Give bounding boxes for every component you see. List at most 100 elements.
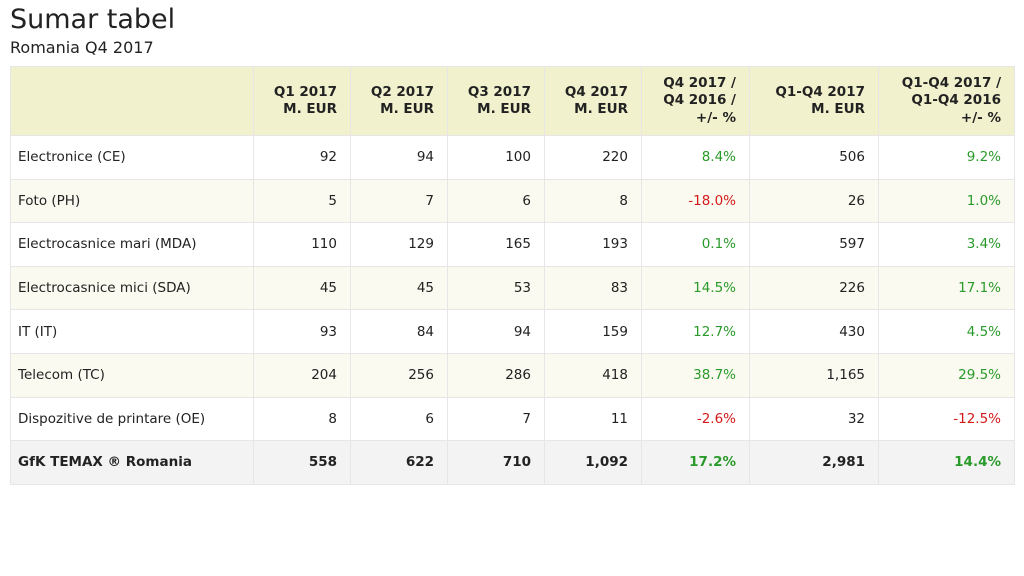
table-row: Foto (PH) 5 7 6 8 -18.0% 26 1.0% — [10, 178, 1015, 224]
table-row: IT (IT) 93 84 94 159 12.7% 430 4.5% — [10, 309, 1015, 354]
value-cell: 1,165 — [749, 352, 879, 398]
change-percent-cell: 8.4% — [641, 135, 750, 180]
row-label: Electrocasnice mari (MDA) — [10, 222, 254, 267]
column-header: Q1 2017 M. EUR — [253, 66, 351, 136]
value-cell: 94 — [350, 135, 448, 180]
column-header-line: M. EUR — [811, 101, 865, 117]
column-header-line: Q4 2017 / — [663, 74, 736, 91]
value-cell: 83 — [544, 265, 642, 311]
column-header: Q4 2017 /Q4 2016 /+/- % — [641, 66, 750, 136]
value-cell: 418 — [544, 352, 642, 398]
value-cell: 7 — [350, 178, 448, 224]
value-cell: 710 — [447, 440, 545, 485]
column-header-line: Q1-Q4 2017 / — [901, 74, 1001, 91]
column-header-line: M. EUR — [477, 101, 531, 117]
header-row: Q1 2017 M. EUR Q2 2017 M. EUR Q3 2017 M. EUR Q… — [10, 66, 1015, 136]
change-percent-cell: 14.4% — [878, 440, 1015, 485]
value-cell: 100 — [447, 135, 545, 180]
value-cell: 597 — [749, 222, 879, 267]
change-percent-cell: 29.5% — [878, 352, 1015, 398]
summary-table: Q1 2017 M. EUR Q2 2017 M. EUR Q3 2017 M. EUR Q… — [10, 66, 1015, 485]
value-cell: 45 — [253, 265, 351, 311]
table-row: Telecom (TC) 204 256 286 418 38.7% 1,165 29.5% — [10, 352, 1015, 398]
column-header-line: Q1-Q4 2016 — [911, 92, 1001, 109]
row-label: Electrocasnice mici (SDA) — [10, 265, 254, 311]
value-cell: 622 — [350, 440, 448, 485]
column-header-line: Q4 2016 / — [663, 92, 736, 109]
change-percent-cell: 1.0% — [878, 178, 1015, 224]
value-cell: 92 — [253, 135, 351, 180]
value-cell: 159 — [544, 309, 642, 354]
table-body: Electronice (CE) 92 94 100 220 8.4% 506 9.2% Fot… — [10, 135, 1015, 485]
change-percent-cell: 14.5% — [641, 265, 750, 311]
row-label: Foto (PH) — [10, 178, 254, 224]
value-cell: 430 — [749, 309, 879, 354]
value-cell: 53 — [447, 265, 545, 311]
value-cell: 129 — [350, 222, 448, 267]
value-cell: 6 — [350, 396, 448, 442]
table-row: Electronice (CE) 92 94 100 220 8.4% 506 9.2% — [10, 135, 1015, 180]
page-title: Sumar tabel — [10, 4, 176, 35]
value-cell: 193 — [544, 222, 642, 267]
column-header: Q1-Q4 2017 M. EUR — [749, 66, 879, 136]
column-header-line: M. EUR — [380, 101, 434, 117]
row-label: Telecom (TC) — [10, 352, 254, 398]
column-header: Q2 2017 M. EUR — [350, 66, 448, 136]
value-cell: 5 — [253, 178, 351, 224]
value-cell: 26 — [749, 178, 879, 224]
change-percent-cell: 38.7% — [641, 352, 750, 398]
value-cell: 8 — [544, 178, 642, 224]
change-percent-cell: -12.5% — [878, 396, 1015, 442]
value-cell: 110 — [253, 222, 351, 267]
total-row: GfK TEMAX ® Romania 558 622 710 1,092 17.2% 2,… — [10, 440, 1015, 485]
value-cell: 2,981 — [749, 440, 879, 485]
column-header-line: Q3 2017 — [467, 83, 531, 100]
change-percent-cell: -18.0% — [641, 178, 750, 224]
change-percent-cell: 12.7% — [641, 309, 750, 354]
value-cell: 165 — [447, 222, 545, 267]
value-cell: 558 — [253, 440, 351, 485]
column-header-line: Q1 2017 — [273, 83, 337, 100]
value-cell: 7 — [447, 396, 545, 442]
value-cell: 32 — [749, 396, 879, 442]
value-cell: 256 — [350, 352, 448, 398]
change-percent-cell: 9.2% — [878, 135, 1015, 180]
value-cell: 93 — [253, 309, 351, 354]
column-header: Q4 2017 M. EUR — [544, 66, 642, 136]
value-cell: 84 — [350, 309, 448, 354]
value-cell: 8 — [253, 396, 351, 442]
table-row: Electrocasnice mari (MDA) 110 129 165 193 0.1… — [10, 222, 1015, 267]
value-cell: 1,092 — [544, 440, 642, 485]
value-cell: 94 — [447, 309, 545, 354]
change-percent-cell: 3.4% — [878, 222, 1015, 267]
change-percent-cell: -2.6% — [641, 396, 750, 442]
column-header: Q1-Q4 2017 /Q1-Q4 2016 +/- % — [878, 66, 1015, 136]
row-label: Dispozitive de printare (OE) — [10, 396, 254, 442]
value-cell: 6 — [447, 178, 545, 224]
value-cell: 226 — [749, 265, 879, 311]
column-header-line: Q4 2017 — [564, 83, 628, 100]
value-cell: 11 — [544, 396, 642, 442]
column-header-line: M. EUR — [574, 101, 628, 117]
change-percent-cell: 4.5% — [878, 309, 1015, 354]
value-cell: 506 — [749, 135, 879, 180]
column-header: Q3 2017 M. EUR — [447, 66, 545, 136]
row-label: Electronice (CE) — [10, 135, 254, 180]
value-cell: 286 — [447, 352, 545, 398]
column-header-line: Q2 2017 — [370, 83, 434, 100]
row-label: GfK TEMAX ® Romania — [10, 440, 254, 485]
value-cell: 220 — [544, 135, 642, 180]
table-row: Electrocasnice mici (SDA) 45 45 53 83 14.5% 22… — [10, 265, 1015, 311]
column-header-line: Q1-Q4 2017 — [775, 83, 865, 100]
table-row: Dispozitive de printare (OE) 8 6 7 11 -2.6% 32… — [10, 396, 1015, 442]
column-header-line: +/- % — [695, 109, 736, 126]
column-header-line: M. EUR — [283, 101, 337, 117]
column-header — [10, 66, 254, 136]
change-percent-cell: 17.2% — [641, 440, 750, 485]
value-cell: 204 — [253, 352, 351, 398]
column-header-line: +/- % — [960, 109, 1001, 126]
page-subtitle: Romania Q4 2017 — [10, 38, 154, 57]
change-percent-cell: 0.1% — [641, 222, 750, 267]
row-label: IT (IT) — [10, 309, 254, 354]
change-percent-cell: 17.1% — [878, 265, 1015, 311]
